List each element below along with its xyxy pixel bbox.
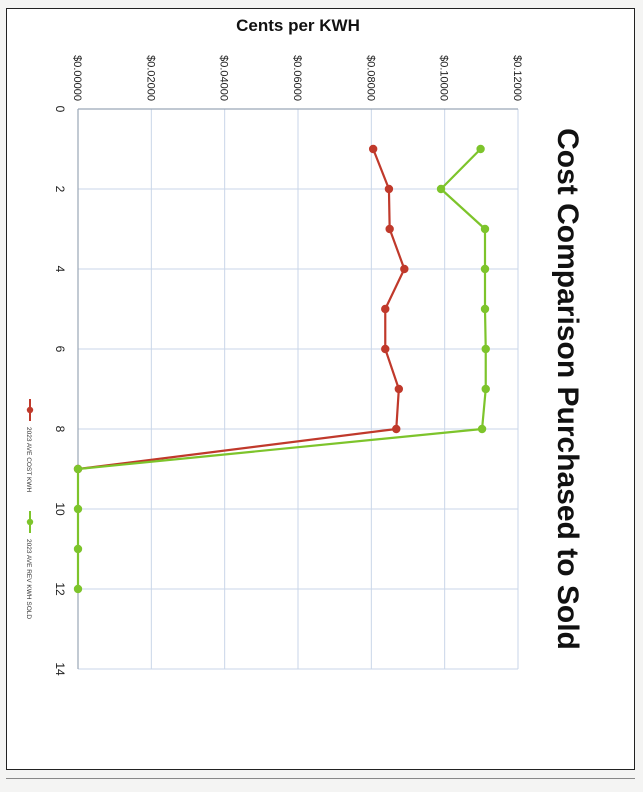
data-point xyxy=(381,344,390,354)
x-tick-label: 6 xyxy=(53,346,67,353)
x-tick-label: 2 xyxy=(53,186,67,193)
series-lines xyxy=(73,144,490,594)
data-point xyxy=(73,544,83,554)
data-point xyxy=(381,304,390,314)
data-point xyxy=(73,464,83,474)
x-tick-labels: 0 2 4 6 8 10 12 14 xyxy=(53,106,67,676)
data-point xyxy=(385,224,394,234)
data-point xyxy=(476,144,485,154)
data-point xyxy=(73,504,83,514)
data-point xyxy=(73,584,83,594)
series-2 xyxy=(73,144,490,594)
data-point xyxy=(400,264,409,274)
y-axis-label: Cents per KWH xyxy=(236,16,360,35)
x-tick-label: 14 xyxy=(53,662,67,676)
y-tick-label: $0.12000 xyxy=(511,55,523,101)
data-point xyxy=(477,424,487,434)
legend-swatch-marker xyxy=(26,406,34,414)
data-point xyxy=(394,384,404,394)
y-tick-labels: $0.00000 $0.02000 $0.04000 $0.06000 $0.08000… xyxy=(71,55,523,101)
chart-frame: 0 2 4 6 8 10 12 14 $0.00000 $0.02000 $0.04000 $0.0… xyxy=(6,8,635,770)
data-point xyxy=(481,384,490,394)
chart-title: Cost Comparison Purchased to Sold xyxy=(551,128,584,650)
data-point xyxy=(480,264,490,274)
legend-label: 2023 AVE REV KWH SOLD xyxy=(25,539,32,619)
data-point xyxy=(481,344,490,354)
x-tick-label: 10 xyxy=(53,502,67,516)
legend-swatch-marker xyxy=(26,518,34,526)
legend-item: 2023 AVE COST KWH xyxy=(25,399,34,492)
data-point xyxy=(368,144,378,154)
x-tick-label: 4 xyxy=(53,266,67,273)
series-line xyxy=(76,148,487,589)
legend: 2023 AVE COST KWH 2023 AVE REV KWH SOLD xyxy=(25,399,34,619)
y-tick-label: $0.10000 xyxy=(438,55,450,101)
x-tick-label: 0 xyxy=(53,106,67,113)
data-point xyxy=(392,424,401,434)
data-point xyxy=(384,184,394,194)
data-point xyxy=(480,304,490,314)
data-point xyxy=(480,224,490,234)
x-tick-label: 12 xyxy=(53,582,67,596)
y-tick-label: $0.02000 xyxy=(144,55,156,101)
legend-label: 2023 AVE COST KWH xyxy=(25,427,32,492)
y-tick-label: $0.08000 xyxy=(364,55,376,101)
page-divider xyxy=(6,778,635,779)
y-tick-label: $0.04000 xyxy=(218,55,230,101)
y-tick-label: $0.06000 xyxy=(291,55,303,101)
x-tick-label: 8 xyxy=(53,426,67,433)
data-point xyxy=(436,184,446,194)
series-1 xyxy=(73,144,409,474)
y-tick-label: $0.00000 xyxy=(71,55,83,101)
legend-item: 2023 AVE REV KWH SOLD xyxy=(25,511,34,619)
